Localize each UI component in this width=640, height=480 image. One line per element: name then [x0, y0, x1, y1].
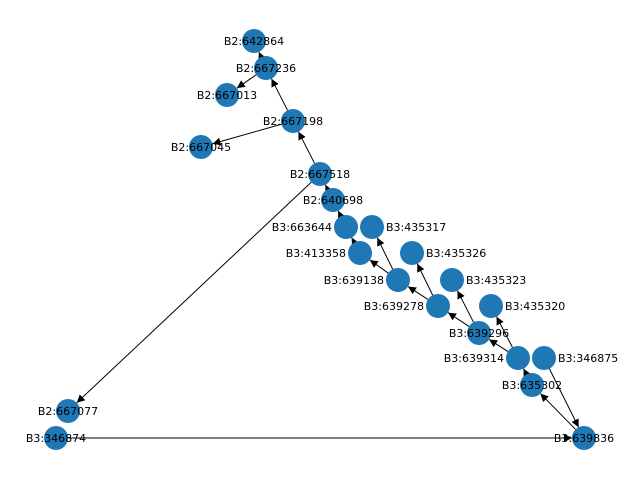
edge-B2:667518-B2:667198	[298, 131, 315, 164]
edge-B2:667236-B2:667013	[236, 74, 257, 89]
node-B3:435317[interactable]	[360, 215, 384, 239]
node-B3:413358[interactable]	[348, 241, 372, 265]
node-B3:639314[interactable]	[506, 346, 530, 370]
edge-B2:667198-B2:667045	[212, 123, 282, 146]
node-B3:663644[interactable]	[334, 215, 358, 239]
node-label: B3:435317	[386, 221, 446, 234]
node-label: B2:667518	[290, 168, 350, 181]
node-label: B3:639138	[324, 274, 384, 287]
node-label: B2:667198	[263, 115, 323, 128]
node-B3:435326[interactable]	[400, 241, 424, 265]
node-B2:640698[interactable]	[321, 188, 345, 212]
node-label: B2:640698	[303, 194, 363, 207]
edge-B3:639836-B3:635302	[540, 393, 576, 430]
node-B3:639278[interactable]	[426, 294, 450, 318]
node-label: B3:435320	[505, 300, 565, 313]
edge-B2:667236-B2:642864	[258, 51, 266, 61]
edge-B3:639296-B3:435323	[457, 290, 474, 323]
node-label: B3:639314	[444, 352, 504, 365]
edge-B3:639296-B3:639278	[447, 312, 470, 327]
node-label: B2:667077	[38, 405, 98, 418]
node-label: B2:667013	[197, 89, 257, 102]
node-B2:667077[interactable]	[56, 399, 80, 423]
node-B2:667045[interactable]	[189, 135, 213, 159]
node-label: B3:663644	[272, 221, 332, 234]
edge-B2:667518-B2:667077	[76, 181, 312, 404]
edge-B3:346875-B3:639836	[548, 368, 580, 428]
node-label: B3:635302	[502, 379, 562, 392]
node-label: B2:667045	[171, 141, 231, 154]
node-B3:435323[interactable]	[440, 268, 464, 292]
node-label: B3:346875	[558, 352, 618, 365]
node-label: B2:667236	[236, 62, 296, 75]
node-label: B3:639836	[554, 432, 614, 445]
node-B2:667013[interactable]	[215, 83, 239, 107]
edge-B3:639314-B3:639296	[488, 339, 509, 352]
node-B3:346875[interactable]	[532, 346, 556, 370]
edge-B3:639314-B3:435320	[496, 316, 513, 348]
node-B3:639836[interactable]	[572, 426, 596, 450]
edge-B3:639278-B3:639138	[407, 286, 429, 300]
edge-B2:667198-B2:667236	[271, 78, 288, 111]
edge-B3:639138-B3:435317	[376, 237, 394, 270]
node-label: B3:639296	[449, 327, 509, 340]
node-label: B3:435323	[466, 274, 526, 287]
edge-B3:635302-B3:639314	[523, 368, 531, 378]
node-B3:639138[interactable]	[386, 268, 410, 292]
node-B3:635302[interactable]	[520, 373, 544, 397]
node-label: B3:346874	[26, 432, 86, 445]
node-B3:639296[interactable]	[467, 321, 491, 345]
edge-B3:663644-B2:640698	[337, 210, 346, 220]
node-label: B3:413358	[286, 247, 346, 260]
node-B2:667236[interactable]	[254, 56, 278, 80]
edge-B3:639278-B3:435326	[416, 263, 434, 296]
edge-B3:413358-B3:663644	[351, 237, 360, 247]
node-label: B3:435326	[426, 247, 486, 260]
edge-B3:639138-B3:413358	[369, 259, 389, 274]
node-B3:435320[interactable]	[479, 294, 503, 318]
node-B2:642864[interactable]	[242, 29, 266, 53]
edge-B2:640698-B2:667518	[324, 184, 333, 194]
node-label: B2:642864	[224, 35, 284, 48]
node-label: B3:639278	[364, 300, 424, 313]
node-B2:667198[interactable]	[281, 109, 305, 133]
node-B2:667518[interactable]	[308, 162, 332, 186]
node-B3:346874[interactable]	[44, 426, 68, 450]
